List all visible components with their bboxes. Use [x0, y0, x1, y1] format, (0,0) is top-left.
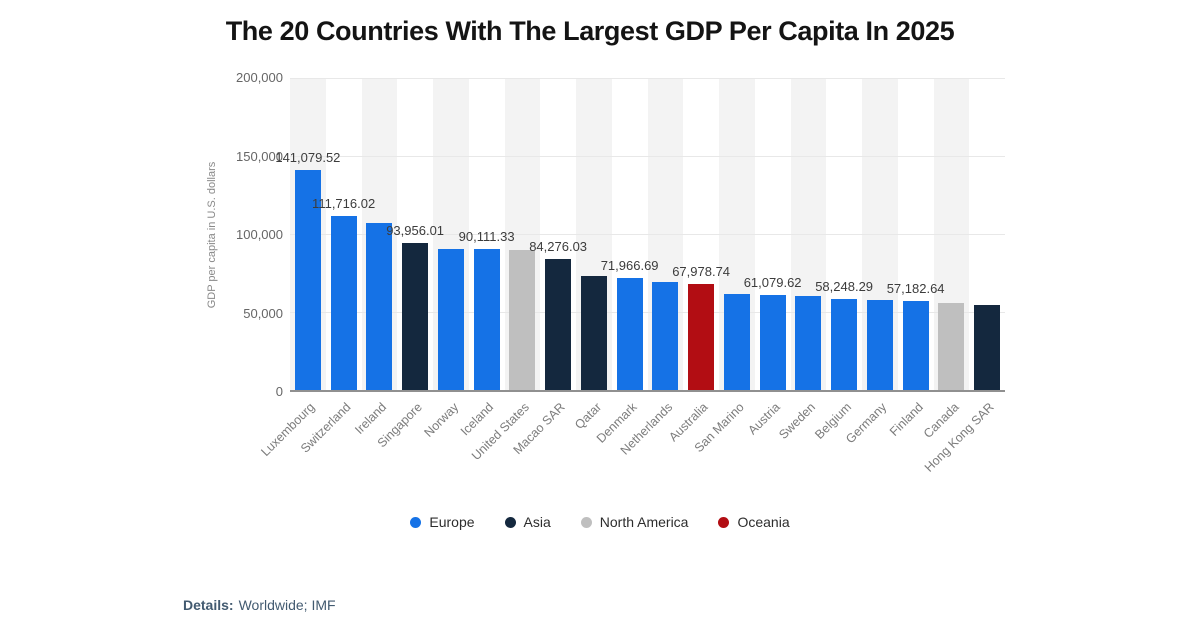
value-label-singapore: 93,956.01 — [386, 223, 445, 239]
bar-finland[interactable] — [902, 300, 929, 390]
chart-title: The 20 Countries With The Largest GDP Pe… — [225, 16, 955, 46]
bar-belgium[interactable] — [831, 299, 858, 390]
y-tick-label: 0 — [275, 384, 283, 399]
bar-norway[interactable] — [437, 248, 464, 390]
legend-dot-europe — [410, 516, 422, 528]
x-tick-label-united-states: United States — [469, 400, 533, 463]
bar-united-states[interactable] — [509, 250, 536, 390]
bar-hong-kong-sar[interactable] — [974, 305, 1001, 390]
bar-switzerland[interactable] — [330, 215, 357, 390]
footer-details-value: Worldwide; IMF — [238, 597, 336, 613]
legend: Europe Asia North America Oceania — [0, 514, 1200, 530]
y-axis-ticks: 0 50,000 100,000 150,000 200,000 — [180, 70, 283, 399]
x-tick-label-hong-kong-sar: Hong Kong SAR — [922, 400, 998, 475]
legend-item-europe[interactable]: Europe — [410, 514, 475, 530]
bar-singapore[interactable] — [402, 243, 429, 390]
value-label-finland: 57,182.64 — [886, 280, 945, 296]
gridline — [290, 234, 1005, 235]
bar-ireland[interactable] — [366, 223, 393, 390]
x-tick-label-austria: Austria — [745, 400, 783, 438]
value-label-denmark: 71,966.69 — [600, 257, 659, 273]
legend-label: Asia — [523, 514, 551, 530]
legend-label: North America — [599, 514, 689, 530]
x-tick-label-iceland: Iceland — [458, 400, 497, 439]
y-tick-label: 200,000 — [236, 70, 283, 85]
bar-macao-sar[interactable] — [545, 258, 572, 390]
legend-item-asia[interactable]: Asia — [504, 514, 551, 530]
x-tick-label-netherlands: Netherlands — [617, 400, 676, 458]
x-tick-label-germany: Germany — [843, 400, 890, 447]
footer-details: Details: Worldwide; IMF — [183, 597, 336, 613]
x-tick-label-ireland: Ireland — [352, 400, 390, 437]
x-tick-label-denmark: Denmark — [593, 400, 640, 446]
x-tick-label-canada: Canada — [920, 400, 962, 441]
value-label-austria: 61,079.62 — [743, 274, 802, 290]
value-label-macao-sar: 84,276.03 — [529, 238, 588, 254]
bar-denmark[interactable] — [616, 277, 643, 390]
gridline — [290, 78, 1005, 79]
legend-dot-asia — [504, 516, 516, 528]
legend-label: Oceania — [737, 514, 790, 530]
legend-dot-oceania — [718, 516, 730, 528]
x-tick-label-norway: Norway — [420, 400, 461, 440]
x-tick-label-singapore: Singapore — [374, 400, 426, 451]
y-tick-label: 150,000 — [236, 148, 283, 164]
value-label-belgium: 58,248.29 — [815, 279, 874, 295]
bar-luxembourg[interactable] — [294, 169, 321, 390]
x-tick-label-finland: Finland — [886, 400, 926, 439]
bar-canada[interactable] — [938, 303, 965, 390]
x-tick-label-san-marino: San Marino — [691, 400, 747, 456]
x-axis-labels: Luxembourg Switzerland Ireland Singapore Nor… — [259, 394, 1005, 504]
x-tick-label-macao-sar: Macao SAR — [510, 400, 569, 458]
y-tick-label: 100,000 — [236, 227, 283, 242]
value-label-switzerland: 111,716.02 — [312, 195, 376, 211]
bar-qatar[interactable] — [580, 275, 607, 390]
x-tick-label-luxembourg: Luxembourg — [258, 400, 318, 460]
bar-australia[interactable] — [688, 283, 715, 390]
bar-iceland[interactable] — [473, 249, 500, 390]
legend-item-north-america[interactable]: North America — [580, 514, 689, 530]
gridline — [290, 312, 1005, 313]
x-tick-label-sweden: Sweden — [776, 400, 819, 442]
value-label-australia: 67,978.74 — [672, 263, 731, 279]
bar-austria[interactable] — [759, 294, 786, 390]
x-tick-label-qatar: Qatar — [571, 400, 604, 433]
bar-netherlands[interactable] — [652, 281, 679, 390]
y-tick-label: 50,000 — [243, 305, 283, 321]
bar-san-marino[interactable] — [723, 293, 750, 390]
bar-sweden[interactable] — [795, 295, 822, 390]
gridline — [290, 156, 1005, 157]
x-tick-label-switzerland: Switzerland — [297, 400, 354, 456]
plot-area: 141,079.52 111,716.02 93,956.01 90,111.33 84… — [275, 78, 1005, 392]
value-label-luxembourg: 141,079.52 — [275, 149, 341, 165]
footer-details-label: Details: — [183, 597, 234, 613]
value-label-iceland: 90,111.33 — [458, 229, 515, 245]
bar-germany[interactable] — [866, 300, 893, 390]
legend-label: Europe — [429, 514, 475, 530]
legend-item-oceania[interactable]: Oceania — [718, 514, 790, 530]
x-tick-label-belgium: Belgium — [812, 400, 855, 442]
x-tick-label-australia: Australia — [666, 400, 712, 445]
legend-dot-north-america — [580, 516, 592, 528]
